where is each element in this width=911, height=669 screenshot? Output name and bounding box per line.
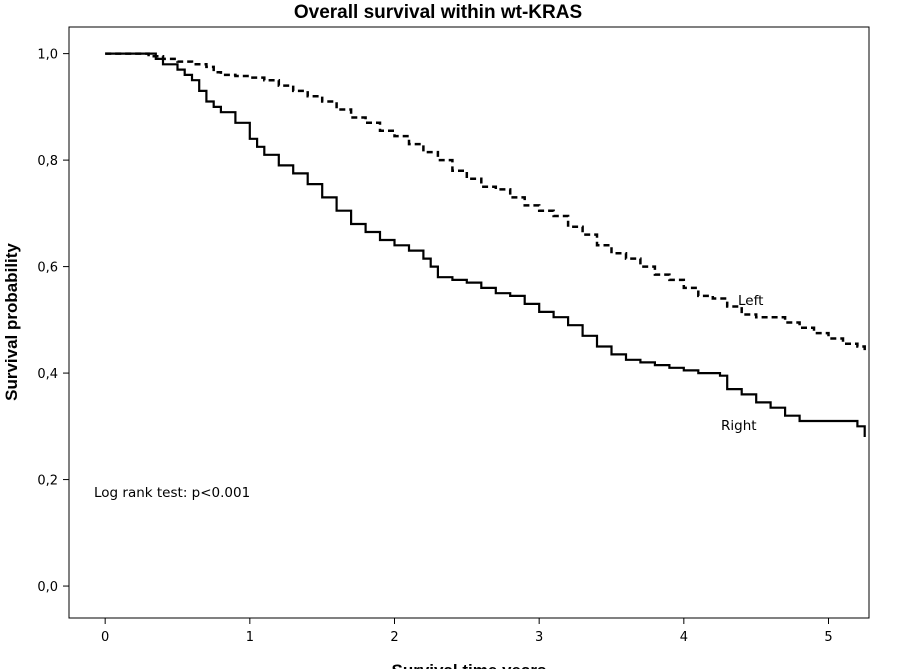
y-tick-label: 0,6 [37,261,58,276]
series-label-left: Left [738,293,763,309]
x-tick-label: 2 [390,630,398,645]
y-tick-label: 0,8 [37,154,58,169]
y-axis: 0,0 0,2 0,4 0,6 0,8 1,0 [37,48,69,595]
x-axis: 0 1 2 3 4 5 [101,618,833,645]
x-tick-label: 4 [680,630,688,645]
x-axis-title: Survival time years [392,661,547,669]
chart-title: Overall survival within wt-KRAS [294,2,582,23]
series-lines [105,52,866,437]
series-label-right: Right [721,418,757,434]
y-tick-label: 0,4 [37,367,58,382]
y-axis-title: Survival probability [2,243,21,401]
x-tick-label: 3 [535,630,543,645]
plot-frame [68,26,870,619]
survival-curve-right [105,52,866,437]
log-rank-annotation: Log rank test: p<0.001 [94,485,250,501]
y-tick-label: 0,0 [37,580,58,595]
y-tick-label: 1,0 [37,48,58,63]
survival-curve-left [105,52,866,352]
y-tick-label: 0,2 [37,474,58,489]
x-tick-label: 0 [101,630,109,645]
x-tick-label: 1 [246,630,254,645]
x-tick-label: 5 [824,630,832,645]
